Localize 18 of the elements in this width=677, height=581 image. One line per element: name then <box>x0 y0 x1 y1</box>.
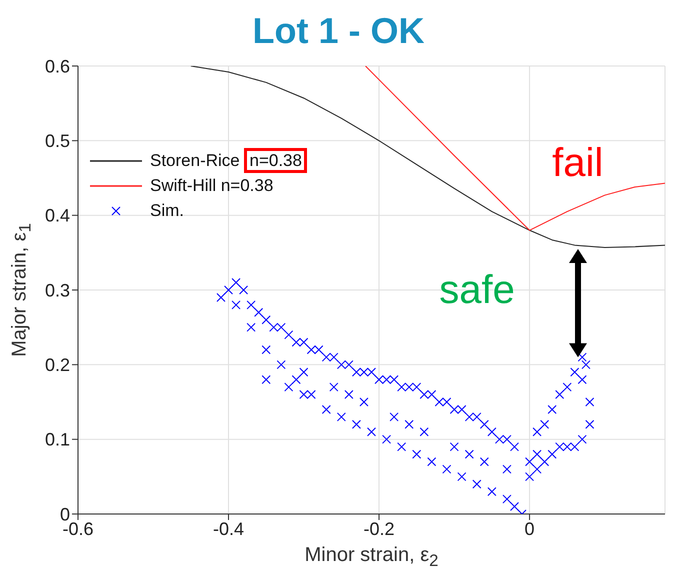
y-tick-label: 0.2 <box>44 355 70 376</box>
line-series <box>364 66 665 231</box>
y-tick-label: 0.1 <box>44 430 70 450</box>
outline-box: n=0.38 <box>244 148 307 174</box>
annotation: safe <box>439 268 515 313</box>
x-tick-label: -0.4 <box>212 518 244 539</box>
legend-label: Swift-Hill n=0.38 <box>150 175 274 198</box>
y-tick-label: 0 <box>60 504 70 524</box>
y-tick-label: 0.6 <box>44 56 70 76</box>
y-tick-label: 0.5 <box>44 131 70 152</box>
annotation: fail <box>552 140 604 186</box>
legend-label: Sim. <box>150 200 184 222</box>
y-tick-label: 0.3 <box>44 280 70 300</box>
x-axis-title: Minor strain, ε$_{2}$ <box>304 544 440 571</box>
y-tick-label: 0.4 <box>44 206 70 226</box>
x-tick-label: -0.2 <box>364 518 395 539</box>
chart-title: Lot 1 - OK <box>252 9 426 53</box>
x-tick-label: 0 <box>524 518 535 539</box>
